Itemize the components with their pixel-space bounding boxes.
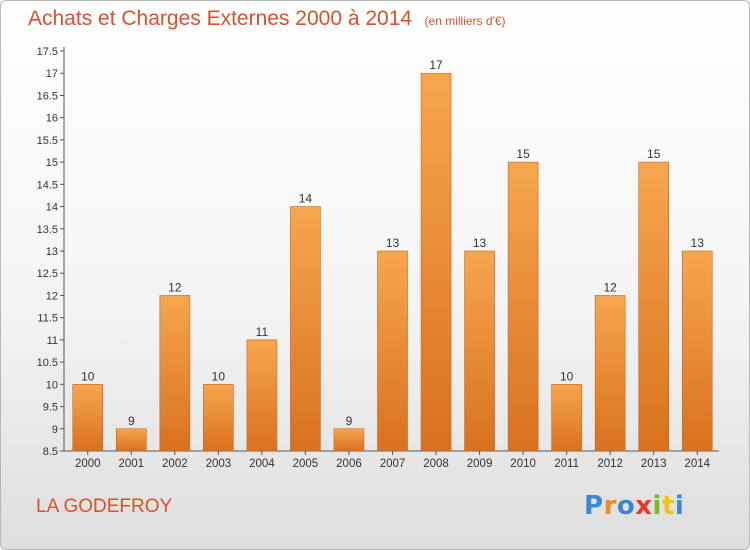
x-tick-label: 2003 [206,458,232,470]
bar [72,384,104,452]
x-tick-label: 2005 [293,458,319,470]
y-tick-label: 10.5 [37,357,58,369]
bar [464,250,495,452]
bar [203,384,234,452]
bar [246,339,278,452]
x-tick-label: 2009 [467,458,493,470]
x-tick-label: 2002 [162,458,188,470]
bar [638,161,670,452]
bar [594,295,626,452]
bar-value-label: 9 [346,414,353,428]
logo-letter: t [661,491,675,521]
y-tick-label: 9 [52,424,58,436]
bar-value-label: 12 [168,280,182,294]
y-tick-label: 9.5 [43,402,58,414]
bar-value-label: 11 [256,325,269,339]
bar-value-label: 15 [647,147,661,161]
y-tick-label: 15 [46,157,58,169]
y-tick-label: 16 [46,113,58,125]
y-tick-label: 13.5 [37,224,58,236]
y-tick-label: 14.5 [37,179,58,191]
bar-value-label: 10 [212,369,226,383]
x-tick-label: 2001 [119,458,145,470]
bar-value-label: 10 [560,369,574,383]
x-tick-label: 2011 [554,458,579,470]
y-tick-label: 13 [46,246,58,258]
y-tick-label: 8.5 [43,446,58,458]
chart-subtitle: (en milliers d'€) [424,14,506,28]
bar-value-label: 12 [603,280,617,294]
bar-value-label: 17 [429,58,443,72]
chart-title: Achats et Charges Externes 2000 à 2014 [28,7,413,30]
logo-letter: o [616,491,636,521]
bar-value-label: 14 [299,192,313,206]
x-tick-label: 2004 [249,458,275,470]
y-tick-label: 11 [47,335,58,347]
bar [377,250,408,452]
y-tick-label: 12 [46,290,58,302]
y-tick-label: 17 [46,68,58,80]
y-tick-label: 16.5 [37,90,58,102]
y-tick-label: 17.5 [37,46,58,58]
bar [420,72,452,452]
x-tick-label: 2008 [423,458,449,470]
x-tick-label: 2010 [510,458,536,470]
bar [507,161,539,452]
bar [551,384,582,452]
y-tick-label: 15.5 [37,135,58,147]
bar-value-label: 13 [386,236,400,250]
y-tick-label: 12.5 [37,268,58,280]
logo-letter: i [674,491,685,521]
logo-letter: P [584,491,604,521]
place-name: LA GODEFROY [36,496,173,517]
bar-value-label: 15 [516,147,530,161]
y-tick-label: 14 [46,202,58,214]
y-tick-label: 11.5 [37,313,58,325]
x-tick-label: 2013 [641,458,667,470]
x-tick-label: 2012 [597,458,623,470]
bar [116,428,147,452]
x-tick-label: 2007 [380,458,406,470]
logo-letter: r [603,491,617,521]
bar [681,250,713,452]
bar [290,206,321,452]
x-tick-label: 2000 [75,458,101,470]
x-tick-label: 2006 [336,458,362,470]
bar-value-label: 9 [128,414,135,428]
bar [333,428,365,452]
bar-value-label: 10 [81,369,95,383]
logo-letter: x [635,491,653,521]
logo-letter: i [652,491,662,521]
bar-value-label: 13 [691,236,705,250]
proxiti-logo: Proxiti [584,491,684,521]
y-tick-label: 10 [46,379,58,391]
chart-title-row: Achats et Charges Externes 2000 à 2014 (… [28,7,506,31]
bar [159,295,191,452]
x-tick-label: 2014 [684,458,710,470]
bar-value-label: 13 [473,236,487,250]
